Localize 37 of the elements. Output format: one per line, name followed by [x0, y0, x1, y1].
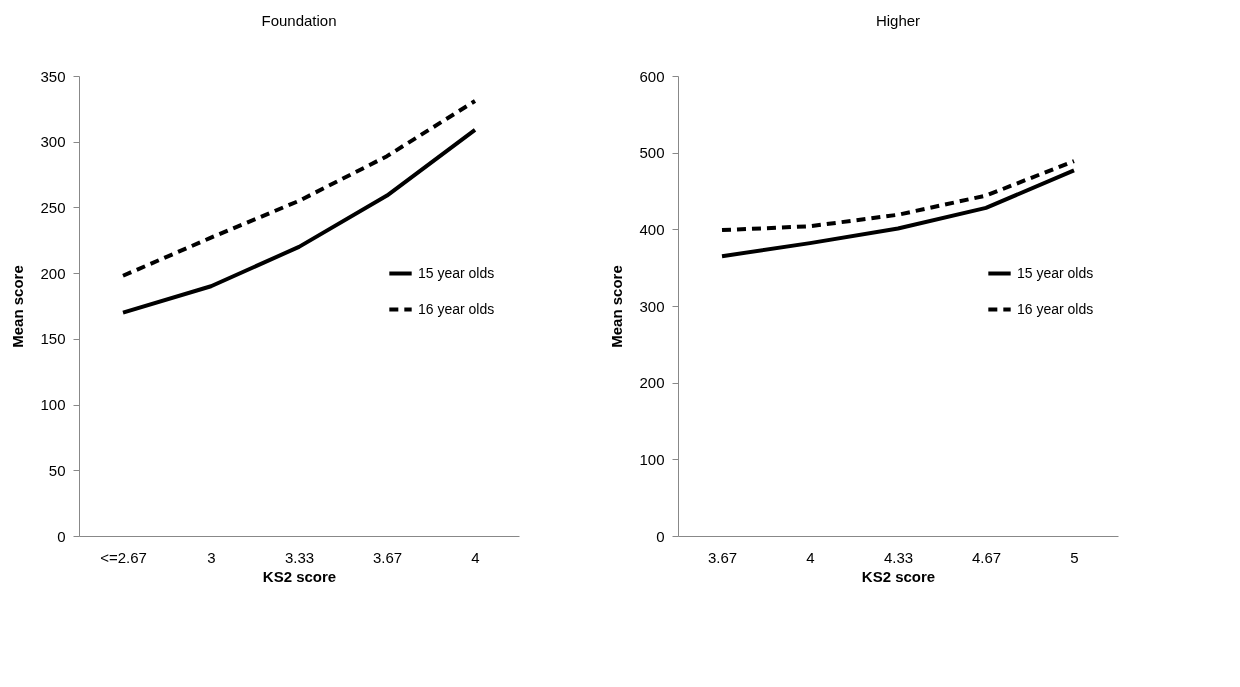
- x-tick-label: 4: [806, 548, 815, 566]
- y-tick-label: 300: [639, 297, 665, 315]
- y-tick-label: 200: [40, 264, 66, 282]
- x-tick-label: 3.67: [372, 548, 403, 566]
- legend-label: 15 year olds: [1017, 264, 1094, 281]
- y-tick-label: 200: [639, 374, 665, 392]
- y-tick-label: 600: [639, 67, 665, 85]
- y-tick-label: 350: [40, 67, 66, 85]
- x-tick-label: <=2.67: [100, 548, 147, 566]
- legend-label: 16 year olds: [418, 300, 495, 317]
- y-tick-label: 100: [40, 396, 66, 414]
- y-tick-label: 0: [57, 527, 66, 545]
- x-tick-label: 4.33: [883, 548, 914, 566]
- line-series: [720, 168, 1076, 259]
- x-tick-label: 3.33: [284, 548, 315, 566]
- x-tick-label: 3: [207, 548, 216, 566]
- x-axis-title: KS2 score: [262, 567, 337, 585]
- chart-title: Foundation: [261, 12, 337, 29]
- y-tick-label: 0: [656, 527, 665, 545]
- y-tick-label: 50: [48, 461, 66, 479]
- y-tick-label: 100: [639, 450, 665, 468]
- x-tick-label: 4: [471, 548, 480, 566]
- legend-label: 16 year olds: [1017, 300, 1094, 317]
- x-axis-title: KS2 score: [861, 567, 936, 585]
- y-tick-label: 250: [40, 198, 66, 216]
- y-tick-label: 300: [40, 133, 66, 151]
- legend-label: 15 year olds: [418, 264, 495, 281]
- y-axis-title: Mean score: [9, 265, 27, 348]
- y-tick-label: 500: [639, 144, 665, 162]
- chart-title: Higher: [875, 12, 921, 29]
- x-tick-label: 3.67: [707, 548, 738, 566]
- y-axis-title: Mean score: [608, 265, 626, 348]
- line-series: [720, 159, 1076, 233]
- y-tick-label: 150: [40, 330, 66, 348]
- y-tick-label: 400: [639, 220, 665, 238]
- x-tick-label: 5: [1070, 548, 1079, 566]
- x-tick-label: 4.67: [971, 548, 1002, 566]
